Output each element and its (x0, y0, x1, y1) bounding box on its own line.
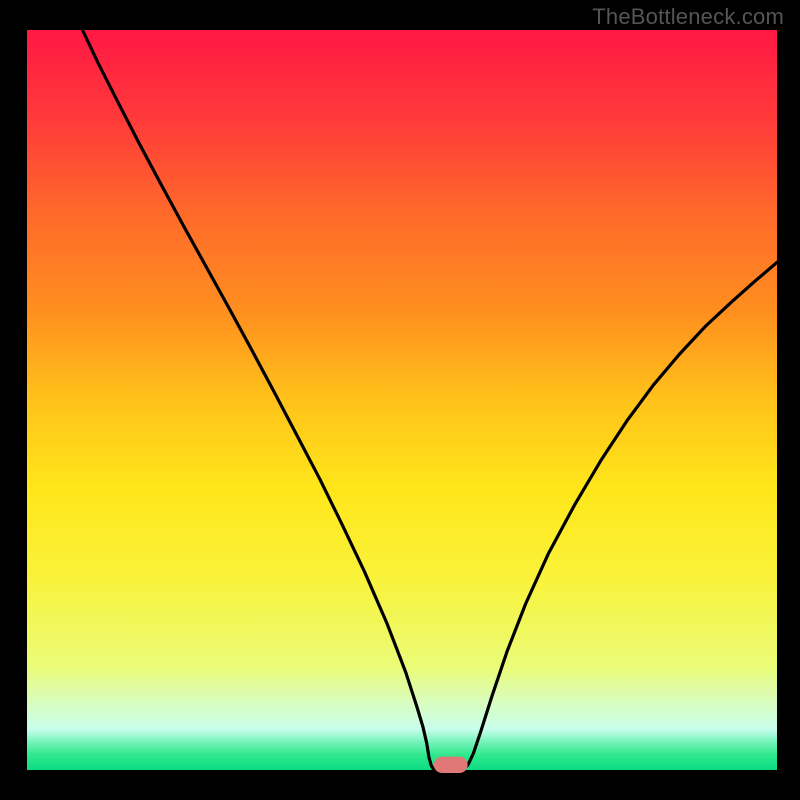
optimum-marker (434, 757, 468, 773)
chart-container: TheBottleneck.com (0, 0, 800, 800)
bottleneck-chart (0, 0, 800, 800)
watermark-text: TheBottleneck.com (592, 4, 784, 30)
